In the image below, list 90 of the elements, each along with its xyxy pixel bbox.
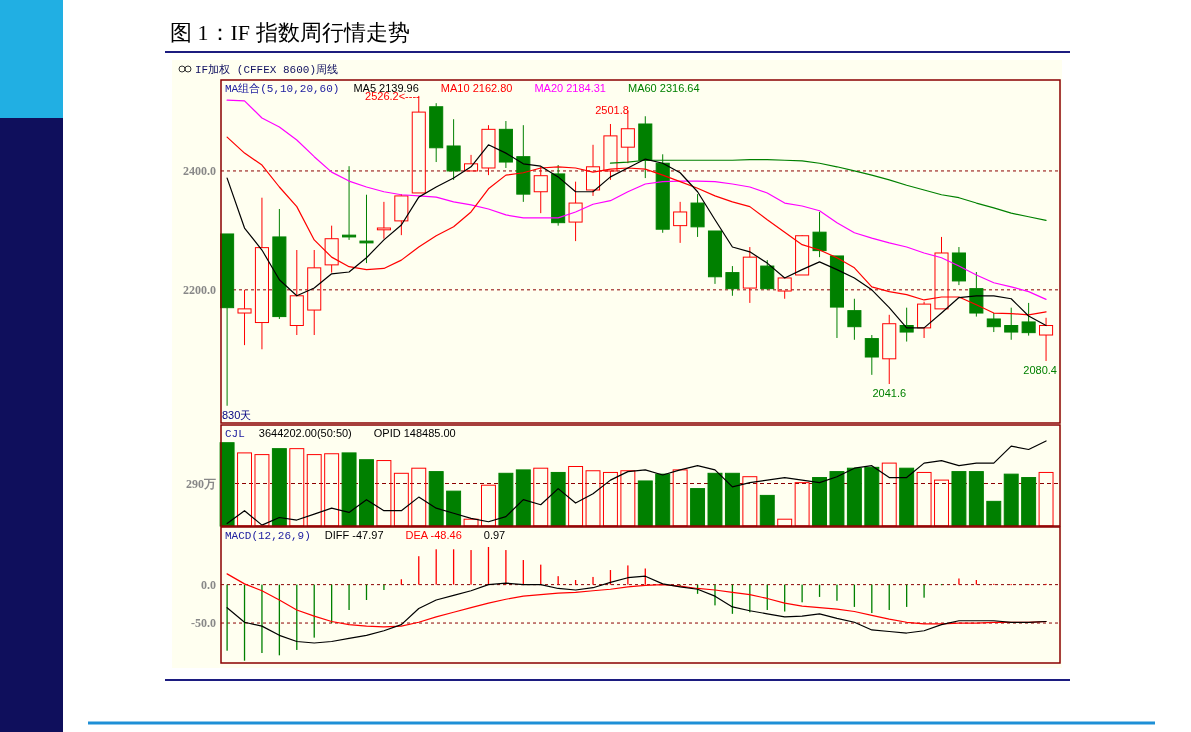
bar xyxy=(1021,477,1037,527)
bar xyxy=(707,472,723,527)
ref-line-label: 290万 xyxy=(186,476,216,491)
bar xyxy=(359,459,374,527)
bar xyxy=(1003,473,1019,527)
bar xyxy=(515,469,531,527)
candlestick xyxy=(307,249,322,336)
bar xyxy=(1038,471,1054,527)
bar xyxy=(393,472,409,527)
bar xyxy=(324,453,340,527)
bar xyxy=(829,471,845,527)
bar xyxy=(271,448,287,527)
bar xyxy=(289,448,305,527)
bar xyxy=(428,471,444,527)
bar xyxy=(794,482,810,527)
candlestick xyxy=(342,165,357,241)
candlestick xyxy=(847,298,862,341)
candlestick xyxy=(237,289,252,346)
line-series xyxy=(226,575,1047,644)
candlestick xyxy=(272,208,287,320)
bar xyxy=(899,467,915,527)
candlestick xyxy=(359,194,374,264)
y-tick-label: 2200.0 xyxy=(183,282,216,297)
text: DEA -48.46 xyxy=(405,529,462,541)
candlestick xyxy=(1039,317,1054,362)
chart-title: 图 1：IF 指数周行情走势 xyxy=(170,20,410,45)
bar xyxy=(968,471,984,527)
bar xyxy=(742,476,758,527)
bar xyxy=(219,442,235,527)
candlestick xyxy=(951,246,966,286)
chart-subtitle: IF加权 (CFFEX 8600)周线 xyxy=(195,63,339,76)
bar xyxy=(759,494,775,527)
candlestick xyxy=(585,144,601,197)
bar xyxy=(655,473,671,527)
legend-title: MA组合(5,10,20,60) xyxy=(225,82,340,95)
candlestick xyxy=(254,197,269,350)
bar xyxy=(376,460,392,527)
candlestick xyxy=(1021,302,1036,337)
bar xyxy=(951,471,967,527)
text: MA60 2316.64 xyxy=(627,82,700,94)
candlestick xyxy=(498,120,513,169)
bar xyxy=(550,471,566,527)
bar xyxy=(864,466,880,527)
candlestick xyxy=(568,181,583,242)
bar xyxy=(411,467,427,527)
candlestick xyxy=(376,201,391,240)
bar xyxy=(690,488,706,527)
bar xyxy=(620,470,636,527)
legend-title: MACD(12,26,9) xyxy=(225,530,311,542)
bar xyxy=(724,472,740,527)
text: DIFF -47.97 xyxy=(324,529,384,541)
bar xyxy=(846,467,862,527)
legend-title: CJL xyxy=(225,428,245,440)
y-tick-label: -50.0 xyxy=(191,616,216,631)
bar xyxy=(602,471,618,527)
candlestick xyxy=(707,230,723,285)
bar xyxy=(341,452,357,527)
text: MA10 2162.80 xyxy=(440,82,513,94)
annotation: 0.97 xyxy=(483,529,506,541)
bar xyxy=(254,454,270,527)
bar xyxy=(672,469,688,527)
bar xyxy=(237,452,252,527)
bar xyxy=(481,484,496,527)
bar xyxy=(934,479,949,527)
candlestick xyxy=(464,154,479,172)
bar xyxy=(637,480,653,527)
text: 2041.6 xyxy=(872,387,907,399)
text: OPID 148485.00 xyxy=(373,427,456,439)
x-axis-title: 830天 xyxy=(222,409,252,421)
series-label: 3644202.00(50:50) xyxy=(258,427,352,439)
text: MA20 2184.31 xyxy=(534,82,606,94)
bar xyxy=(916,471,932,527)
candlestick xyxy=(673,201,688,244)
candlestick xyxy=(829,255,844,339)
bar xyxy=(812,477,828,527)
bar xyxy=(306,454,322,527)
bar xyxy=(533,467,549,527)
line-series xyxy=(226,99,1047,300)
text: 2080.4 xyxy=(1023,363,1057,376)
candlestick xyxy=(289,249,304,336)
bar xyxy=(446,490,462,527)
bar xyxy=(881,462,897,527)
bar xyxy=(568,466,584,527)
bar xyxy=(585,470,601,527)
bar xyxy=(498,472,514,527)
candlestick xyxy=(934,236,949,310)
y-tick-label: 0.0 xyxy=(201,577,216,592)
bar xyxy=(986,500,1002,527)
y-tick-label: 2400.0 xyxy=(183,163,216,178)
text: 2501.8 xyxy=(595,104,629,117)
